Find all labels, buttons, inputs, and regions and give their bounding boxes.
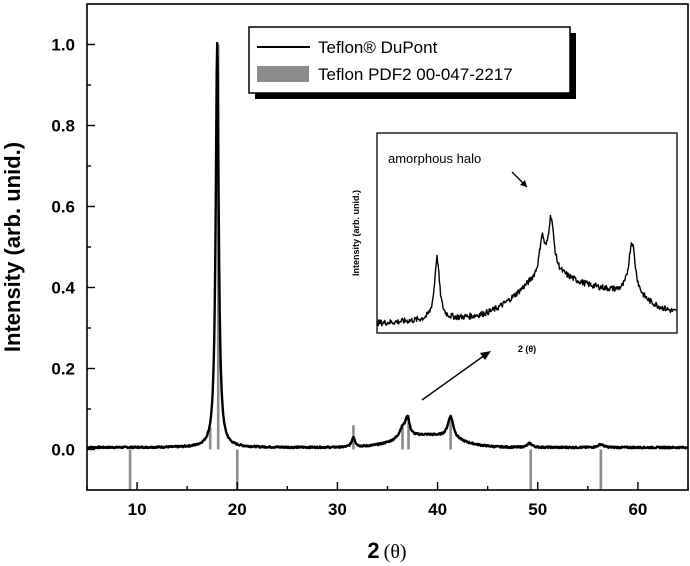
x-axis-ticks: 10 20 30 40 50 60 (86, 482, 689, 519)
y-tick-label: 0.6 (51, 198, 75, 217)
y-tick-label: 0.0 (51, 441, 75, 460)
series-teflon-dupont-line (86, 41, 689, 450)
inset-x-axis-label: 2 (θ) (518, 344, 536, 354)
x-tick-label: 40 (428, 500, 447, 519)
inset-pointer-arrow-line (421, 354, 486, 401)
y-tick-label: 0.4 (51, 279, 75, 298)
inset-annotation-arrowhead (520, 180, 527, 187)
inset-series-line (376, 214, 677, 327)
y-axis-ticks: 0.0 0.2 0.4 0.6 0.8 1.0 (51, 36, 95, 460)
legend-swatch-sticks (257, 66, 309, 82)
legend: Teflon® DuPont Teflon PDF2 00-047-2217 (248, 26, 576, 99)
x-tick-label: 30 (328, 500, 347, 519)
legend-label-pdf2: Teflon PDF2 00-047-2217 (318, 65, 513, 84)
inset-plot: amorphous halo Intensity (arb. unid.) 2 … (351, 132, 678, 354)
y-tick-label: 1.0 (51, 36, 75, 55)
x-tick-label: 50 (528, 500, 547, 519)
x-tick-label: 60 (628, 500, 647, 519)
inset-frame (376, 132, 678, 334)
x-tick-label: 20 (228, 500, 247, 519)
inset-annotation: amorphous halo (388, 151, 481, 166)
x-axis-label: 2 (θ) (367, 538, 406, 563)
y-tick-label: 0.2 (51, 360, 75, 379)
inset-y-axis-label: Intensity (arb. unid.) (351, 190, 361, 276)
inset-pointer-arrowhead (480, 351, 491, 360)
y-tick-label: 0.8 (51, 117, 75, 136)
legend-label-dupont: Teflon® DuPont (318, 38, 438, 57)
y-axis-label: Intensity (arb. unid.) (0, 142, 25, 352)
x-tick-label: 10 (128, 500, 147, 519)
